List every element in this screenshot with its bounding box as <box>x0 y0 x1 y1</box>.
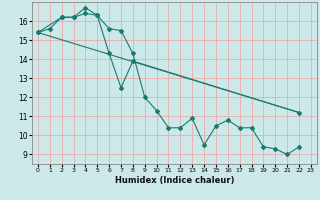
X-axis label: Humidex (Indice chaleur): Humidex (Indice chaleur) <box>115 176 234 185</box>
